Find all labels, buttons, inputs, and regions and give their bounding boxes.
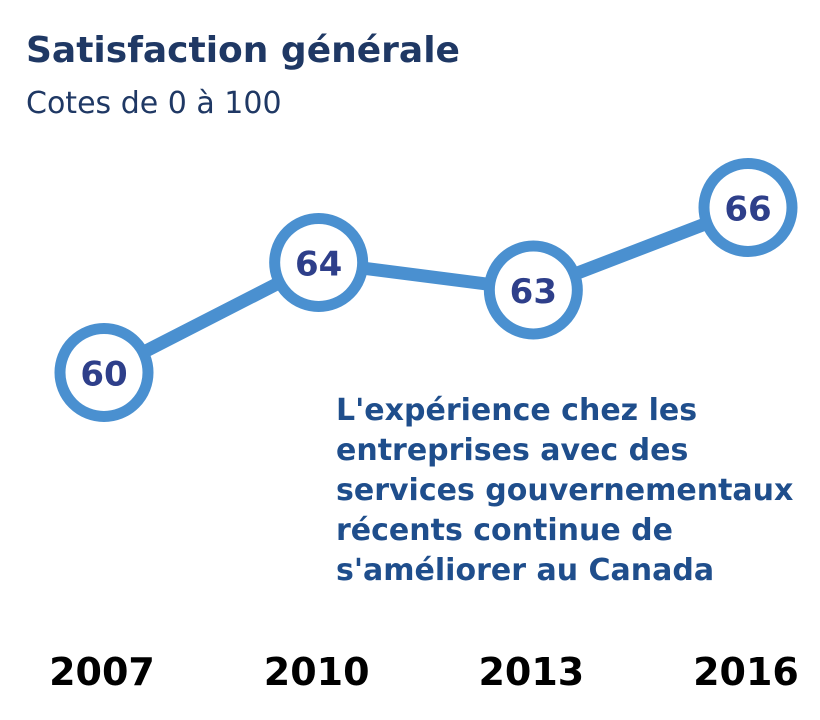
annotation-line: entreprises avec des [336, 433, 689, 468]
chart-subtitle: Cotes de 0 à 100 [26, 86, 282, 121]
x-axis-labels: 2007 2010 2013 2016 [49, 650, 799, 694]
annotation-line: services gouvernementaux [336, 473, 794, 508]
x-tick-label: 2007 [49, 650, 155, 694]
x-tick-label: 2010 [264, 650, 370, 694]
annotation-line: s'améliorer au Canada [336, 553, 715, 588]
annotation-line: récents continue de [336, 513, 673, 548]
annotation-line: L'expérience chez les [336, 393, 698, 428]
data-label: 66 [724, 190, 771, 230]
x-tick-label: 2016 [693, 650, 799, 694]
data-point-marker [698, 158, 798, 257]
data-point-marker [483, 240, 583, 340]
chart-annotation: L'expérience chez les entreprises avec d… [336, 391, 806, 591]
chart-title: Satisfaction générale [26, 30, 460, 71]
data-label: 60 [80, 355, 127, 395]
data-point-marker [54, 323, 154, 422]
marker-layer: 60 64 63 66 [54, 158, 798, 422]
data-point-marker [269, 213, 369, 312]
x-tick-label: 2013 [478, 650, 584, 694]
series-layer [101, 201, 751, 379]
data-label: 63 [510, 272, 557, 312]
data-label: 64 [295, 245, 342, 285]
series-line [101, 201, 751, 379]
